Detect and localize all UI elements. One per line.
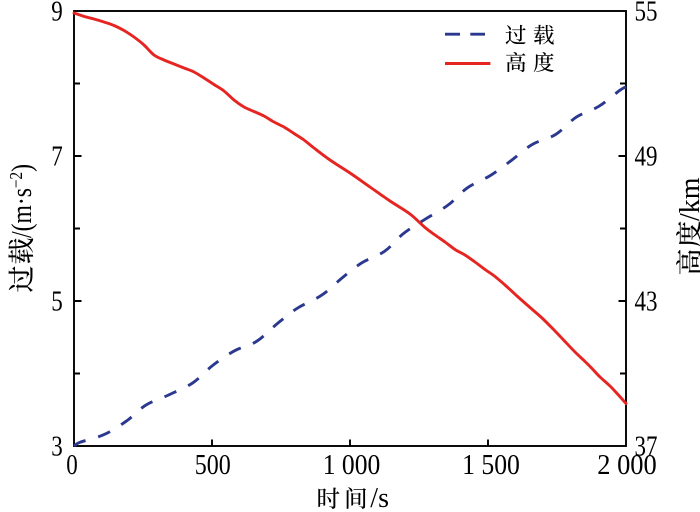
svg-text:1 000: 1 000 — [323, 450, 381, 481]
svg-text:49: 49 — [635, 142, 658, 173]
svg-text:500: 500 — [195, 450, 231, 481]
svg-text:43: 43 — [635, 287, 658, 318]
svg-text:55: 55 — [635, 0, 658, 28]
svg-text:/s: /s — [370, 483, 389, 512]
svg-text:/km: /km — [675, 177, 700, 221]
svg-text:9: 9 — [51, 0, 63, 28]
svg-text:/(m·s−2): /(m·s−2) — [6, 164, 38, 238]
svg-text:1 500: 1 500 — [462, 450, 520, 481]
svg-text:37: 37 — [635, 432, 658, 463]
svg-text:7: 7 — [51, 142, 63, 173]
svg-text:5: 5 — [51, 287, 63, 318]
svg-text:3: 3 — [51, 432, 63, 463]
svg-text:2 000: 2 000 — [597, 450, 657, 481]
svg-text:0: 0 — [66, 450, 78, 481]
